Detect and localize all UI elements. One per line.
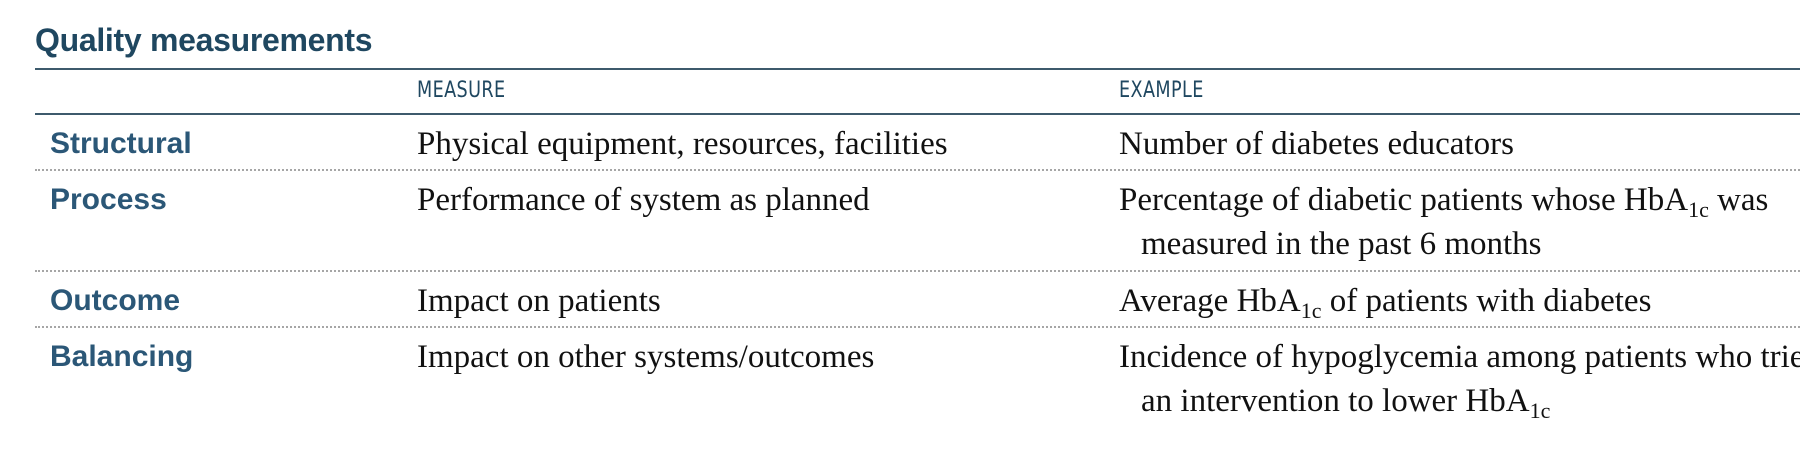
- example-text: Percentage of diabetic patients whose Hb…: [1119, 182, 1689, 218]
- row-divider: [35, 270, 1800, 272]
- example-text-tail: of patients with diabetes: [1321, 283, 1652, 319]
- header-rule: [35, 113, 1800, 115]
- example-subscript: 1c: [1529, 398, 1551, 423]
- row-divider: [35, 169, 1800, 171]
- row-label-structural: Structural: [50, 127, 192, 160]
- measure-cell-outcome: Impact on patients: [417, 283, 661, 319]
- example-cell-outcome: Average HbA1c of patients with diabetes: [1119, 279, 1800, 323]
- table-title: Quality measurements: [35, 22, 373, 58]
- example-text: Number of diabetes educators: [1119, 126, 1514, 162]
- measure-cell-balancing: Impact on other systems/outcomes: [417, 339, 875, 375]
- example-subscript: 1c: [1688, 197, 1709, 222]
- example-cell-process: Percentage of diabetic patients whose Hb…: [1119, 178, 1800, 266]
- example-text-tail: was measured in the past 6 months: [1141, 182, 1769, 262]
- row-label-balancing: Balancing: [50, 340, 194, 373]
- measure-cell-structural: Physical equipment, resources, facilitie…: [417, 126, 948, 162]
- row-label-outcome: Outcome: [50, 284, 181, 317]
- example-cell-balancing: Incidence of hypoglycemia among patients…: [1119, 335, 1800, 423]
- row-label-process: Process: [50, 183, 167, 216]
- example-text: Incidence of hypoglycemia among patients…: [1119, 339, 1800, 419]
- measure-column-header: MEASURE: [417, 78, 506, 103]
- example-column-header: EXAMPLE: [1119, 78, 1204, 103]
- top-rule: [35, 68, 1800, 70]
- example-subscript: 1c: [1300, 298, 1322, 323]
- example-text: Average HbA: [1119, 283, 1301, 319]
- measure-cell-process: Performance of system as planned: [417, 182, 870, 218]
- row-divider: [35, 326, 1800, 328]
- example-cell-structural: Number of diabetes educators: [1119, 122, 1800, 166]
